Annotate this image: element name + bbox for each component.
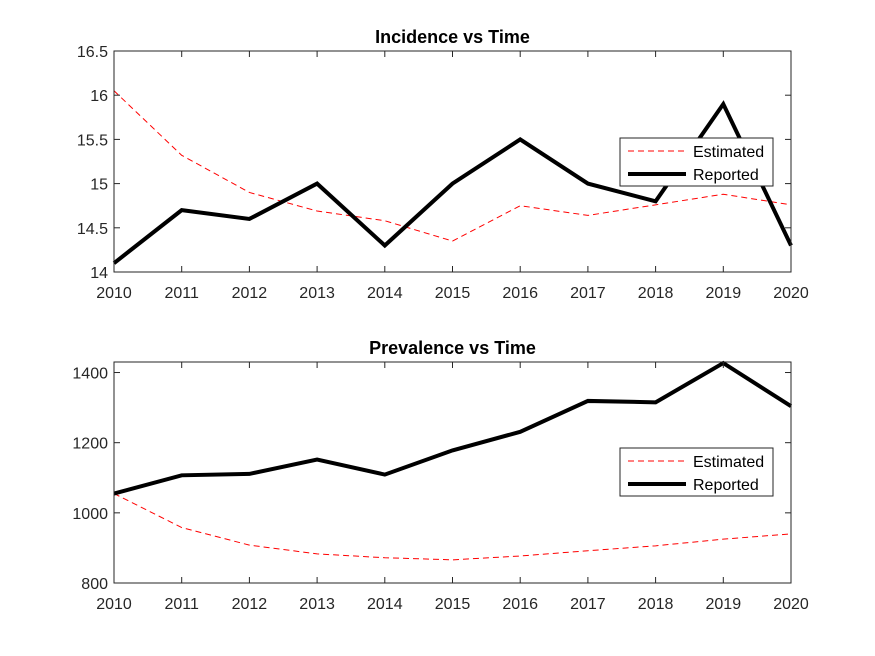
- x-tick-label: 2015: [435, 596, 471, 613]
- series-line-reported: [113, 360, 793, 496]
- x-tick-label: 2012: [232, 596, 268, 613]
- y-tick-label: 16: [90, 88, 108, 105]
- x-tick-label: 2013: [299, 596, 335, 613]
- x-tick-label: 2018: [638, 285, 674, 302]
- y-tick-label: 1000: [72, 506, 108, 523]
- legend-label-estimated: Estimated: [693, 454, 764, 471]
- x-tick-label: 2013: [299, 285, 335, 302]
- legend: Estimated Reported: [619, 447, 774, 497]
- legend-box: [619, 137, 774, 187]
- y-tick-label: 800: [81, 576, 108, 593]
- y-tick-label: 14: [90, 265, 108, 282]
- legend-label-reported: Reported: [693, 477, 759, 494]
- series-line-estimated: [113, 493, 792, 561]
- x-tick-label: 2011: [164, 285, 199, 302]
- x-tick-label: 2019: [706, 596, 742, 613]
- y-tick-label: 15: [90, 177, 108, 194]
- x-tick-label: 2012: [232, 285, 268, 302]
- chart-title: Incidence vs Time: [375, 27, 530, 47]
- x-tick-label: 2010: [96, 596, 132, 613]
- x-tick-label: 2017: [570, 285, 606, 302]
- chart-1: Incidence vs Time 2010 2011 2012 2013 2014 201…: [77, 27, 809, 302]
- x-tick-label: 2011: [164, 596, 199, 613]
- x-tick-label: 2014: [367, 285, 403, 302]
- y-tick-label: 16.5: [77, 44, 108, 61]
- x-tick-label: 2016: [502, 285, 538, 302]
- x-tick-label: 2019: [706, 285, 742, 302]
- chart-title: Prevalence vs Time: [369, 338, 536, 358]
- x-tick-label: 2016: [502, 596, 538, 613]
- x-tick-label: 2020: [773, 596, 809, 613]
- y-tick-label: 15.5: [77, 132, 108, 149]
- y-tick-label: 1200: [72, 436, 108, 453]
- legend-box: [619, 447, 774, 497]
- x-tick-label: 2014: [367, 596, 403, 613]
- chart-2: Prevalence vs Time 2010 2011 2012 2013 2014 20…: [72, 338, 808, 613]
- legend-label-estimated: Estimated: [693, 144, 764, 161]
- x-tick-label: 2018: [638, 596, 674, 613]
- y-tick-label: 1400: [72, 366, 108, 383]
- x-tick-label: 2015: [435, 285, 471, 302]
- x-tick-label: 2010: [96, 285, 132, 302]
- series-line-estimated: [113, 90, 792, 242]
- legend-label-reported: Reported: [693, 167, 759, 184]
- x-tick-label: 2020: [773, 285, 809, 302]
- x-tick-label: 2017: [570, 596, 606, 613]
- legend: Estimated Reported: [619, 137, 774, 187]
- y-tick-label: 14.5: [77, 221, 108, 238]
